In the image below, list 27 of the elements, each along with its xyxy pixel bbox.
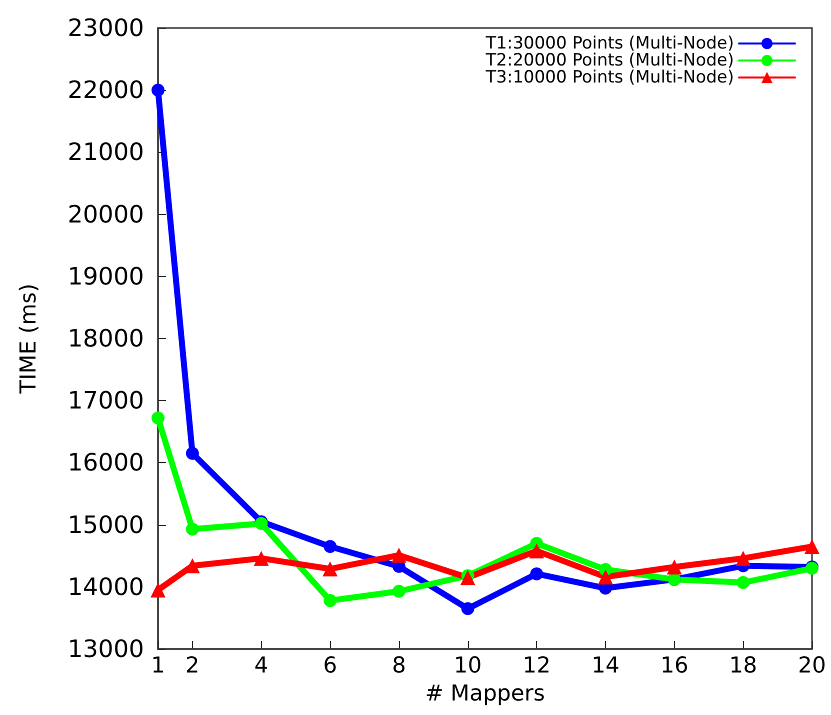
y-tick-label: 22000	[68, 76, 144, 104]
x-tick-label: 16	[660, 654, 688, 678]
y-tick-label: 20000	[68, 200, 144, 228]
x-tick-label: 12	[522, 654, 551, 678]
legend-label: T2:20000 Points (Multi-Node)	[484, 50, 734, 70]
y-tick-label: 14000	[68, 572, 144, 601]
y-tick-label: 18000	[68, 324, 144, 352]
legend-label: T3:10000 Points (Multi-Node)	[484, 68, 734, 88]
x-tick-label: 18	[729, 654, 758, 678]
x-tick-label: 1	[151, 654, 165, 678]
y-tick-label: 19000	[68, 262, 144, 290]
y-tick-label: 21000	[68, 138, 144, 166]
y-tick-label: 16000	[68, 448, 144, 477]
x-tick-label: 8	[392, 654, 406, 678]
x-tick-label: 2	[185, 654, 200, 678]
x-axis-title: # Mappers	[425, 682, 545, 706]
y-tick-label: 17000	[68, 386, 144, 415]
y-axis-title: TIME (ms)	[16, 284, 42, 394]
y-tick-label: 23000	[68, 14, 144, 42]
y-tick-label: 15000	[68, 510, 144, 539]
x-tick-label: 4	[254, 654, 268, 678]
x-tick-label: 6	[323, 654, 338, 678]
legend-label: T1:30000 Points (Multi-Node)	[484, 34, 734, 54]
x-tick-label: 10	[454, 654, 482, 678]
x-tick-label: 20	[798, 654, 826, 678]
y-tick-label: 13000	[68, 635, 144, 663]
x-tick-label: 14	[591, 654, 620, 678]
